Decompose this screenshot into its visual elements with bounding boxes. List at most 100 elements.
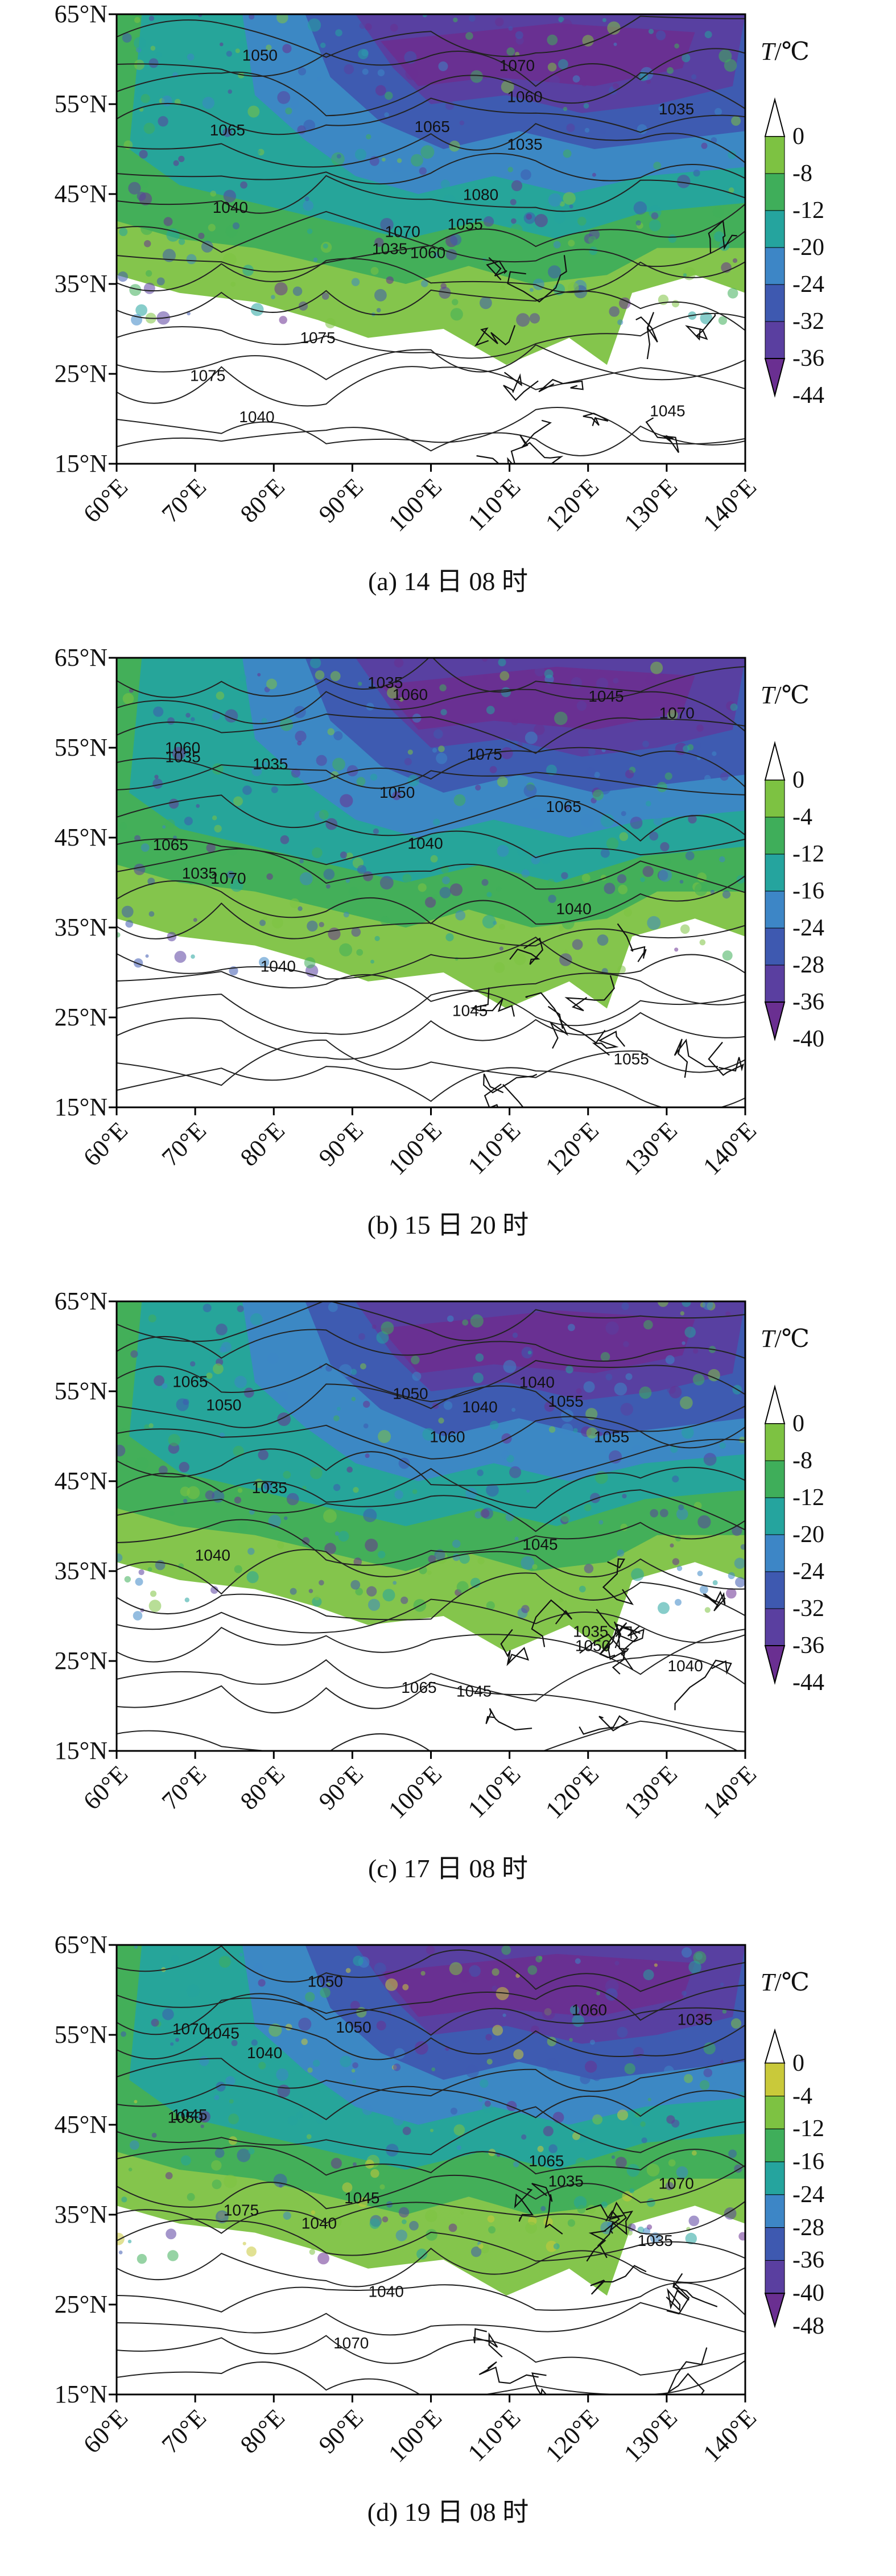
pressure-contour bbox=[117, 1359, 745, 1403]
colorbar-tick-label: -12 bbox=[792, 197, 824, 224]
pressure-contour bbox=[117, 1416, 745, 1460]
contour-label: 1040 bbox=[668, 1657, 703, 1675]
colorbar-title-variable: T bbox=[761, 1968, 775, 1996]
latitude-label: 65°N bbox=[54, 0, 108, 28]
contour-label: 1040 bbox=[195, 1546, 230, 1564]
pressure-contour bbox=[117, 312, 745, 359]
contour-label: 1045 bbox=[650, 402, 685, 419]
colorbar-tick-label: -28 bbox=[792, 952, 824, 978]
contour-label: 1040 bbox=[556, 900, 591, 918]
border-line bbox=[602, 1558, 634, 1605]
border-line bbox=[590, 2265, 647, 2295]
colorbar-tick-label: -16 bbox=[792, 2149, 824, 2175]
border-line bbox=[708, 1041, 745, 1076]
contour-label: 1075 bbox=[190, 367, 225, 385]
pressure-contour bbox=[117, 2058, 745, 2097]
colorbar-title-variable: T bbox=[761, 38, 775, 65]
colorbar-swatch bbox=[764, 1384, 786, 1424]
pressure-contour bbox=[117, 2335, 745, 2376]
pressure-contour bbox=[117, 344, 745, 381]
pressure-contour bbox=[117, 1997, 745, 2036]
pressure-contour bbox=[117, 1066, 745, 1107]
border-line bbox=[666, 2281, 718, 2315]
border-line bbox=[645, 417, 679, 454]
contour-label: 1040 bbox=[261, 957, 296, 975]
border-line bbox=[531, 2183, 563, 2235]
pressure-contour bbox=[117, 97, 745, 135]
contour-label: 1040 bbox=[407, 835, 443, 852]
contour-label: 1070 bbox=[659, 704, 695, 722]
pressure-contour bbox=[117, 425, 745, 456]
contour-label: 1065 bbox=[172, 1373, 208, 1390]
colorbar-tick-label: -8 bbox=[792, 1448, 812, 1474]
latitude-label: 55°N bbox=[54, 2021, 108, 2049]
latitude-label: 55°N bbox=[54, 1377, 108, 1405]
contour-label: 1040 bbox=[302, 2214, 337, 2232]
contour-label: 1060 bbox=[430, 1428, 465, 1445]
latitude-label: 65°N bbox=[54, 1931, 108, 1959]
colorbar-tick-label: -24 bbox=[792, 2181, 824, 2208]
border-line bbox=[579, 1715, 629, 1735]
panel-caption: (d) 19 日 08 时 bbox=[367, 2497, 529, 2526]
contour-label: 1070 bbox=[172, 2020, 208, 2038]
colorbar-swatch bbox=[765, 1460, 785, 1498]
latitude-label: 55°N bbox=[54, 733, 108, 761]
colorbar-title: T/℃ bbox=[761, 37, 810, 66]
colorbar-swatch bbox=[765, 891, 785, 929]
pressure-contour bbox=[117, 830, 745, 865]
pressure-contour bbox=[117, 2022, 745, 2060]
colorbar-tick-label: -32 bbox=[792, 308, 824, 335]
border-line bbox=[521, 419, 564, 464]
latitude-label: 15°N bbox=[54, 1737, 108, 1765]
border-line bbox=[531, 1599, 573, 1647]
pressure-contour bbox=[117, 289, 745, 331]
colorbar-c bbox=[764, 1384, 786, 1685]
pressure-contour bbox=[117, 764, 745, 796]
border-line bbox=[599, 1643, 626, 1675]
colorbar-swatch bbox=[765, 136, 785, 174]
contour-label: 1065 bbox=[415, 118, 450, 135]
latitude-label: 55°N bbox=[54, 90, 108, 118]
border-line bbox=[585, 2202, 627, 2234]
pressure-contour bbox=[117, 230, 745, 273]
border-line bbox=[596, 1609, 634, 1670]
colorbar-swatch bbox=[765, 1571, 785, 1609]
colorbar-title-variable: T bbox=[761, 681, 775, 709]
border-line bbox=[470, 987, 515, 1017]
pressure-contour bbox=[117, 689, 745, 732]
contour-label: 1050 bbox=[168, 2108, 203, 2126]
pressure-contour bbox=[117, 366, 745, 407]
pressure-contour bbox=[117, 258, 745, 293]
colorbar-tick-label: 0 bbox=[792, 2050, 804, 2076]
contour-label: 1065 bbox=[210, 121, 245, 139]
border-line bbox=[478, 2361, 539, 2384]
latitude-label: 25°N bbox=[54, 360, 108, 388]
pressure-contour bbox=[117, 1984, 745, 2021]
border-line bbox=[635, 312, 658, 360]
contour-label: 1045 bbox=[522, 1536, 558, 1553]
contour-label: 1035 bbox=[368, 674, 403, 691]
colorbar-swatch bbox=[764, 358, 786, 398]
border-line bbox=[473, 2328, 503, 2357]
panel-caption: (c) 17 日 08 时 bbox=[368, 1854, 528, 1883]
contour-label: 1035 bbox=[573, 1623, 608, 1641]
colorbar-tick-label: -48 bbox=[792, 2313, 824, 2339]
colorbar-swatch bbox=[764, 2028, 786, 2064]
border-line bbox=[703, 1590, 726, 1611]
pressure-contour bbox=[117, 123, 745, 168]
latitude-label: 35°N bbox=[54, 1557, 108, 1585]
colorbar-swatch bbox=[765, 817, 785, 855]
colorbar-swatch bbox=[764, 1001, 786, 1041]
border-line bbox=[502, 1084, 525, 1107]
colorbar-title-unit: /℃ bbox=[774, 1325, 810, 1353]
colorbar-swatch bbox=[765, 965, 785, 1003]
colorbar-d bbox=[764, 2028, 786, 2328]
contour-label: 1055 bbox=[548, 1392, 583, 1410]
border-line bbox=[531, 2372, 562, 2394]
colorbar-swatch bbox=[765, 780, 785, 818]
contour-label: 1045 bbox=[456, 1682, 492, 1700]
contour-label: 1045 bbox=[204, 2024, 240, 2042]
contour-label: 1075 bbox=[300, 329, 335, 347]
colorbar-swatch bbox=[764, 1645, 786, 1685]
colorbar-swatch bbox=[765, 2161, 785, 2195]
